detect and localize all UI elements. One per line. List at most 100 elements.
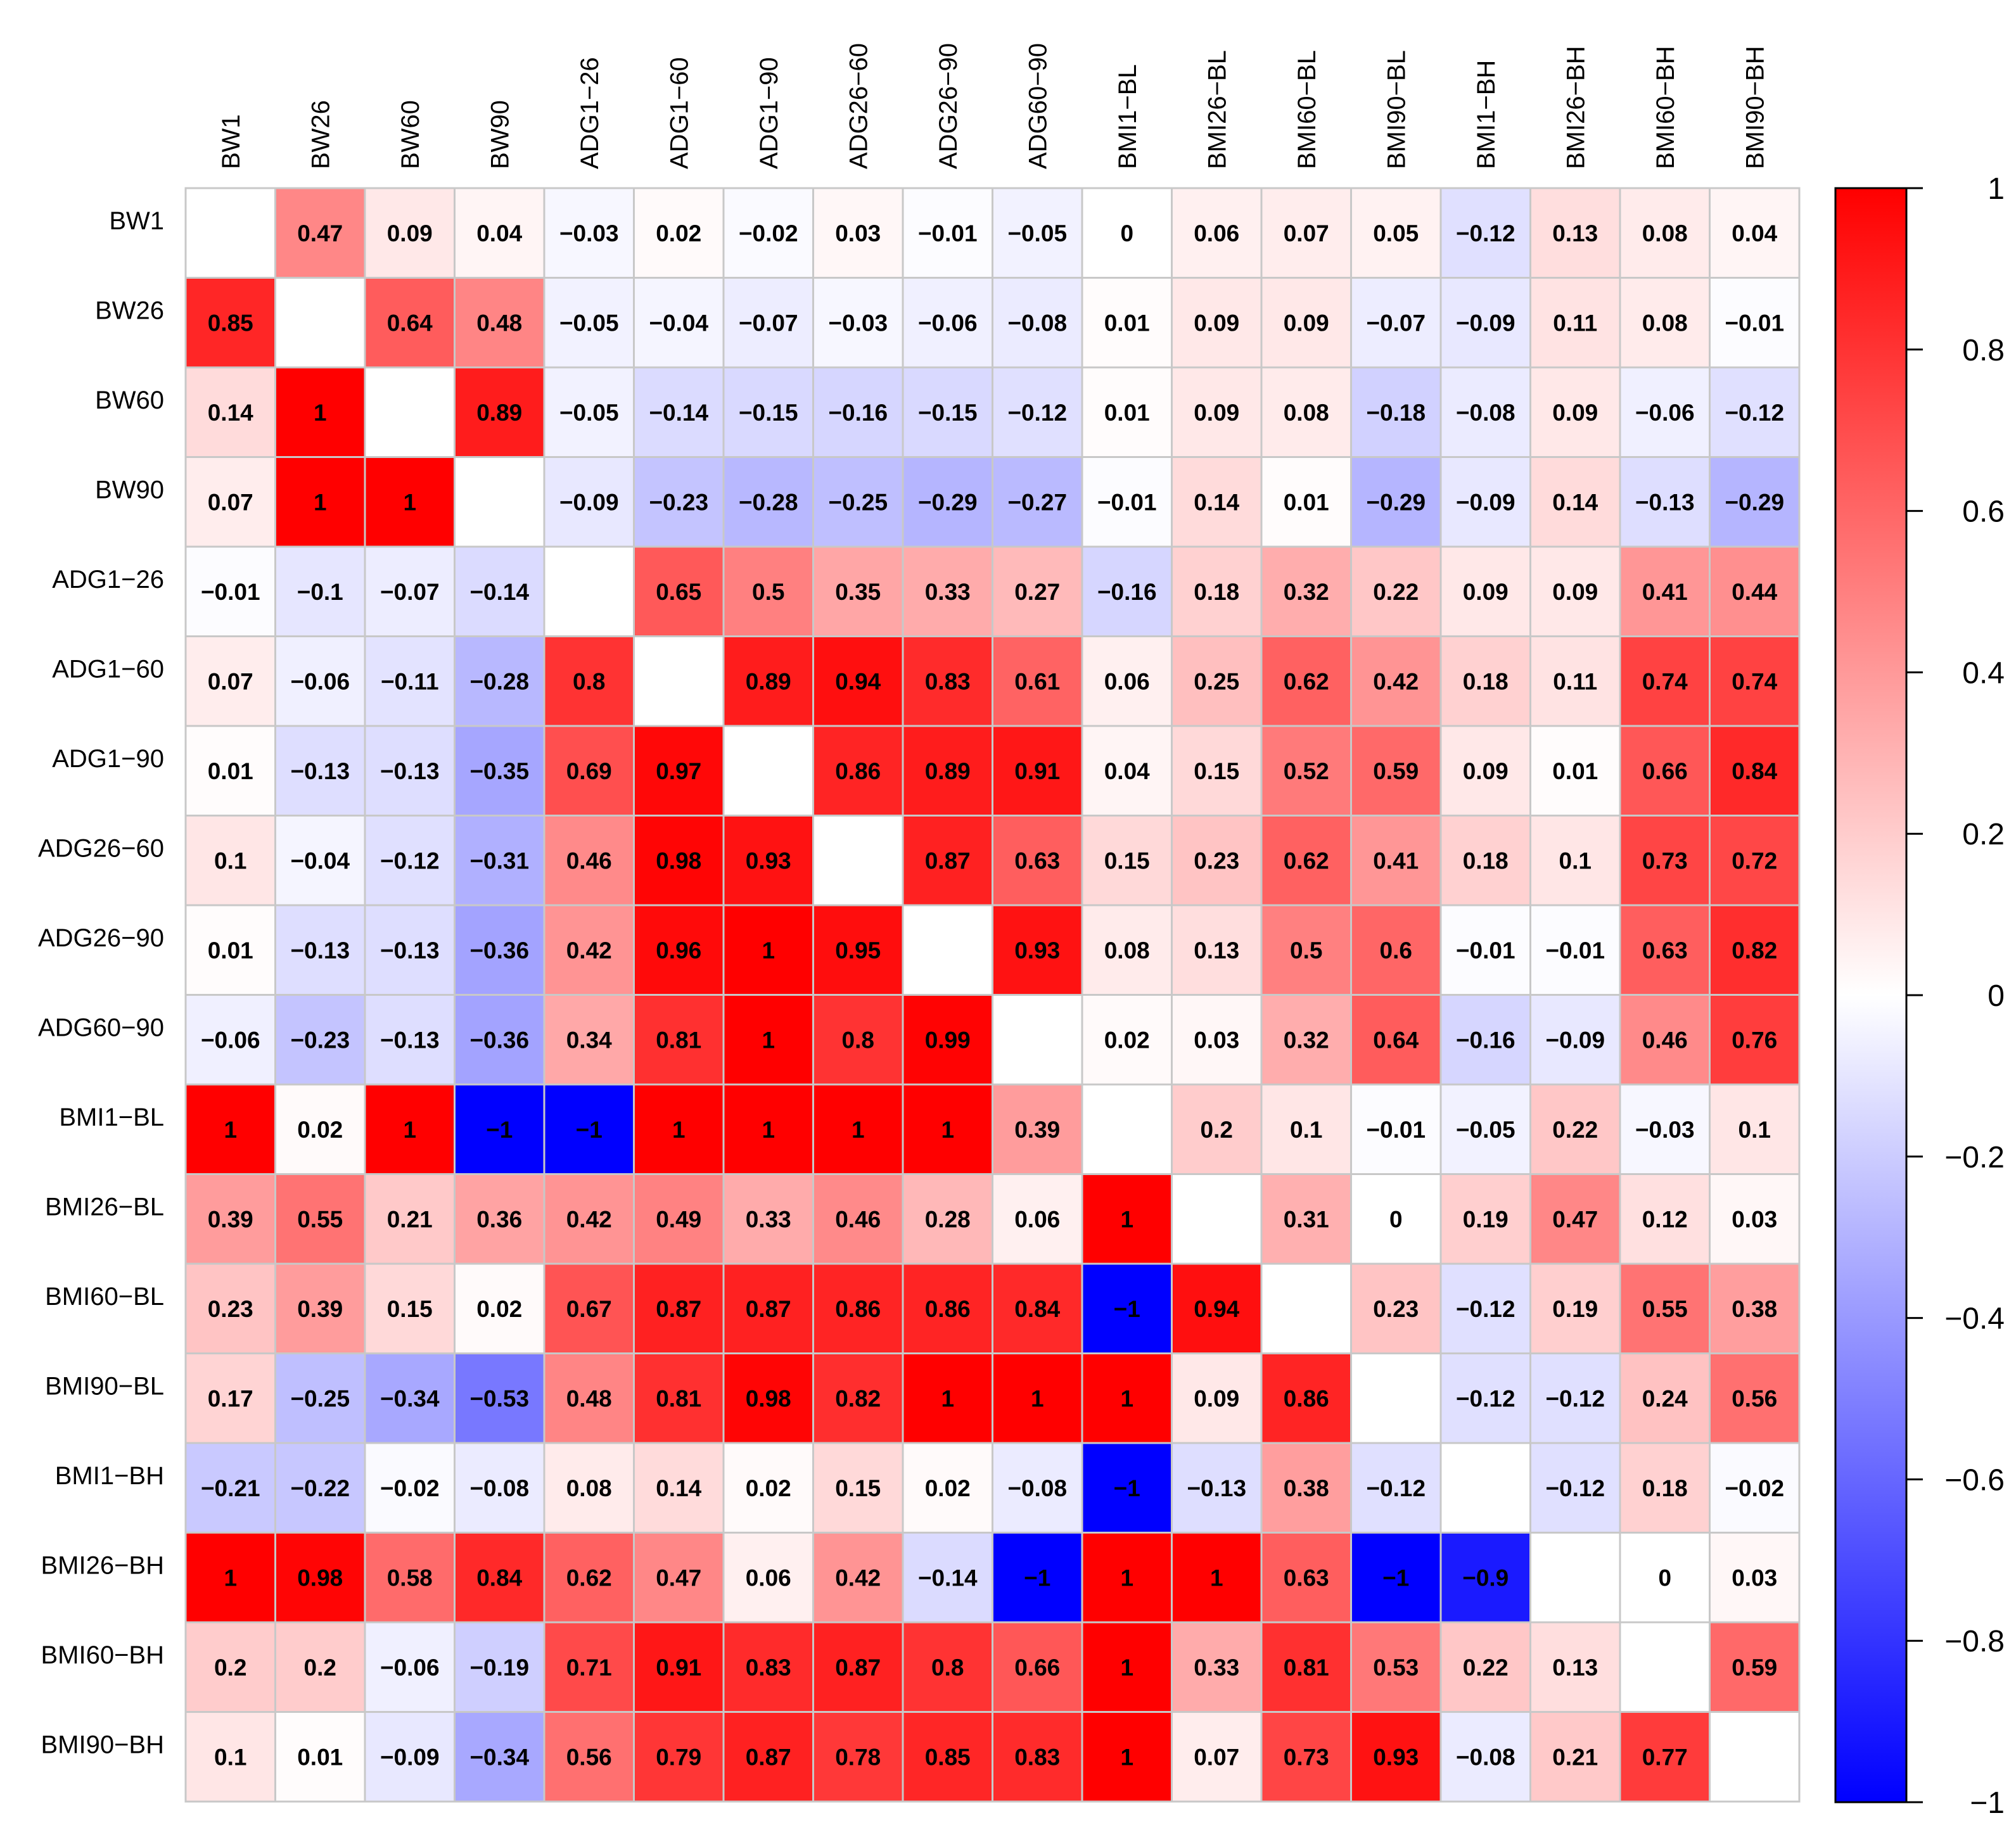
cell-value-bmi60-bl-bmi1-bl: −1 <box>1114 1296 1140 1322</box>
color-bar-tick-label: 0 <box>1987 979 2005 1013</box>
row-label-bmi26-bh: BMI26−BH <box>41 1551 164 1579</box>
heatmap-cell-bmi90-bh-bmi60-bh <box>1619 1711 1711 1803</box>
heatmap-cell-bmi26-bl-adg60-90 <box>992 1173 1083 1265</box>
cell-value-bmi90-bh-bmi26-bl: 0.07 <box>1194 1744 1239 1770</box>
heatmap-cell-adg26-90-adg1-60 <box>633 904 725 996</box>
heatmap-cell-bmi1-bh-bmi26-bl <box>1171 1442 1263 1534</box>
cell-value-bw90-adg1-90: −0.28 <box>739 489 798 515</box>
cell-value-bmi1-bh-bw60: −0.02 <box>380 1475 440 1501</box>
cell-value-bw26-adg26-90: −0.06 <box>918 310 978 336</box>
heatmap-cell-bmi90-bh-bmi90-bh <box>1709 1711 1801 1803</box>
cell-value-bw26-bmi60-bh: 0.08 <box>1642 310 1688 336</box>
cell-value-bmi1-bh-bw90: −0.08 <box>469 1475 529 1501</box>
cell-value-bmi26-bl-bmi26-bh: 0.47 <box>1552 1206 1598 1232</box>
heatmap-cell-bmi26-bl-adg1-90 <box>722 1173 814 1265</box>
heatmap-cell-bw1-bmi60-bh <box>1619 187 1711 279</box>
cell-value-adg1-26-adg60-90: 0.27 <box>1014 579 1060 605</box>
cell-value-adg1-26-bmi60-bl: 0.32 <box>1284 579 1329 605</box>
heatmap-cell-bw26-bmi60-bl <box>1260 277 1352 369</box>
heatmap-cell-adg1-90-bmi1-bh <box>1439 725 1531 817</box>
cell-value-bw26-adg26-60: −0.03 <box>828 310 888 336</box>
cell-value-bmi26-bl-adg26-60: 0.46 <box>835 1206 881 1232</box>
row-label-adg26-60: ADG26−60 <box>38 834 164 862</box>
cell-value-bmi90-bl-bw1: 0.17 <box>208 1385 253 1411</box>
cell-value-bw1-bmi26-bh: 0.13 <box>1552 220 1598 246</box>
cell-value-bmi90-bh-adg60-90: 0.83 <box>1014 1744 1060 1770</box>
heatmap-cell-adg26-90-bmi90-bl <box>1350 904 1442 996</box>
heatmap-cell-adg26-60-bmi90-bl <box>1350 815 1442 906</box>
heatmap-cell-bmi1-bl-adg26-90 <box>902 1083 993 1175</box>
cell-value-bmi90-bl-bmi26-bh: −0.12 <box>1545 1385 1605 1411</box>
cell-value-bmi90-bh-adg1-90: 0.87 <box>746 1744 791 1770</box>
cell-value-bmi90-bh-bmi90-bl: 0.93 <box>1373 1744 1419 1770</box>
heatmap-cell-adg1-26-bw26 <box>274 545 366 637</box>
cell-value-bmi26-bh-bmi1-bl: 1 <box>1120 1565 1133 1591</box>
heatmap-cell-bw26-adg1-60 <box>633 277 725 369</box>
cell-value-adg26-60-adg1-26: 0.46 <box>566 848 612 874</box>
cell-value-adg26-60-bmi1-bl: 0.15 <box>1104 848 1150 874</box>
cell-value-adg26-90-adg60-90: 0.93 <box>1014 938 1060 963</box>
heatmap-cell-adg1-60-adg1-90 <box>722 635 814 727</box>
cell-value-adg1-26-bmi1-bl: −0.16 <box>1097 579 1157 605</box>
column-labels: BW1 BW26 BW60 BW90 ADG1−26 ADG1−60 ADG1−90 ADG2… <box>217 43 1770 169</box>
cell-value-bw90-bmi1-bh: −0.09 <box>1456 489 1515 515</box>
cell-value-bmi90-bh-bw60: −0.09 <box>380 1744 440 1770</box>
cell-value-bmi90-bl-bmi60-bh: 0.24 <box>1642 1385 1688 1411</box>
heatmap-cell-bmi90-bh-bmi90-bl <box>1350 1711 1442 1803</box>
heatmap-cell-adg26-60-adg26-90 <box>902 815 993 906</box>
heatmap-cell-bmi26-bl-bmi26-bh <box>1529 1173 1621 1265</box>
heatmap-cell-adg26-90-bmi26-bl <box>1171 904 1263 996</box>
heatmap-cell-adg60-90-bmi1-bl <box>1081 994 1173 1086</box>
cell-value-bmi90-bl-bw90: −0.53 <box>469 1385 529 1411</box>
heatmap-cell-adg1-26-bmi90-bh <box>1709 545 1801 637</box>
cell-value-bmi90-bh-bmi1-bh: −0.08 <box>1456 1744 1515 1770</box>
cell-value-bmi60-bl-bw26: 0.39 <box>297 1296 343 1322</box>
heatmap-cell-adg1-60-bmi26-bl <box>1171 635 1263 727</box>
cell-value-bmi1-bl-adg26-60: 1 <box>852 1117 865 1143</box>
heatmap-cell-bmi60-bl-adg1-60 <box>633 1262 725 1354</box>
cell-value-adg26-60-adg1-90: 0.93 <box>746 848 791 874</box>
cell-value-adg1-60-bmi26-bh: 0.11 <box>1553 668 1597 694</box>
heatmap-cell-adg60-90-adg26-60 <box>812 994 904 1086</box>
cell-value-bmi1-bh-bmi1-bl: −1 <box>1114 1475 1140 1501</box>
heatmap-cell-bmi1-bl-bw60 <box>364 1083 456 1175</box>
heatmap-cell-bmi1-bl-adg1-90 <box>722 1083 814 1175</box>
cell-value-bw60-bw90: 0.89 <box>476 400 522 426</box>
cell-value-bw90-bmi60-bh: −0.13 <box>1635 489 1695 515</box>
cell-value-adg26-90-bmi1-bl: 0.08 <box>1104 938 1150 963</box>
cell-value-bmi60-bl-bmi90-bl: 0.23 <box>1373 1296 1419 1322</box>
cell-value-bmi60-bh-bw1: 0.2 <box>214 1655 246 1681</box>
cell-value-bmi60-bl-adg26-90: 0.86 <box>925 1296 971 1322</box>
cell-value-bw60-bw26: 1 <box>314 400 327 426</box>
cell-value-adg1-60-bw1: 0.07 <box>208 668 253 694</box>
heatmap-cell-bmi1-bl-adg26-60 <box>812 1083 904 1175</box>
heatmap-cell-adg26-60-bw60 <box>364 815 456 906</box>
cell-value-bw1-bmi60-bl: 0.07 <box>1284 220 1329 246</box>
cell-value-bmi60-bl-adg1-60: 0.87 <box>656 1296 701 1322</box>
cell-value-bmi26-bh-bw60: 0.58 <box>387 1565 433 1591</box>
cell-value-bmi26-bh-adg1-26: 0.62 <box>566 1565 612 1591</box>
heatmap-cell-bmi60-bl-adg60-90 <box>992 1262 1083 1354</box>
heatmap-cell-bw1-bmi1-bl <box>1081 187 1173 279</box>
cell-value-bw60-adg1-26: −0.05 <box>559 400 619 426</box>
heatmap-cell-bw1-bmi60-bl <box>1260 187 1352 279</box>
heatmap-cell-adg1-90-bmi60-bh <box>1619 725 1711 817</box>
row-label-adg1-60: ADG1−60 <box>52 655 164 683</box>
heatmap-cell-bmi60-bl-adg1-90 <box>722 1262 814 1354</box>
column-label-bmi60-bh: BMI60−BH <box>1652 46 1680 169</box>
cell-value-bmi1-bh-adg26-60: 0.15 <box>835 1475 881 1501</box>
heatmap-cell-bw60-bmi90-bl <box>1350 366 1442 458</box>
heatmap-cell-bmi1-bh-adg26-90 <box>902 1442 993 1534</box>
heatmap-cell-bmi1-bl-bmi60-bl <box>1260 1083 1352 1175</box>
cell-value-bmi26-bl-bw1: 0.39 <box>208 1206 253 1232</box>
heatmap-cell-bw1-bw60 <box>364 187 456 279</box>
cell-value-bmi26-bl-bw90: 0.36 <box>476 1206 522 1232</box>
heatmap-cells: 0.47 0.09 0.04 −0.03 0.02 −0.02 0.03 −0.01 −0.05… <box>184 187 1801 1803</box>
cell-value-bw1-bmi1-bl: 0 <box>1120 220 1133 246</box>
cell-value-bmi90-bh-adg1-26: 0.56 <box>566 1744 612 1770</box>
heatmap-cell-adg1-90-bmi1-bl <box>1081 725 1173 817</box>
heatmap-cell-adg26-90-adg1-90 <box>722 904 814 996</box>
cell-value-bmi26-bl-bw60: 0.21 <box>387 1206 433 1232</box>
cell-value-adg1-26-adg1-60: 0.65 <box>656 579 701 605</box>
heatmap-cell-bmi90-bh-bw26 <box>274 1711 366 1803</box>
